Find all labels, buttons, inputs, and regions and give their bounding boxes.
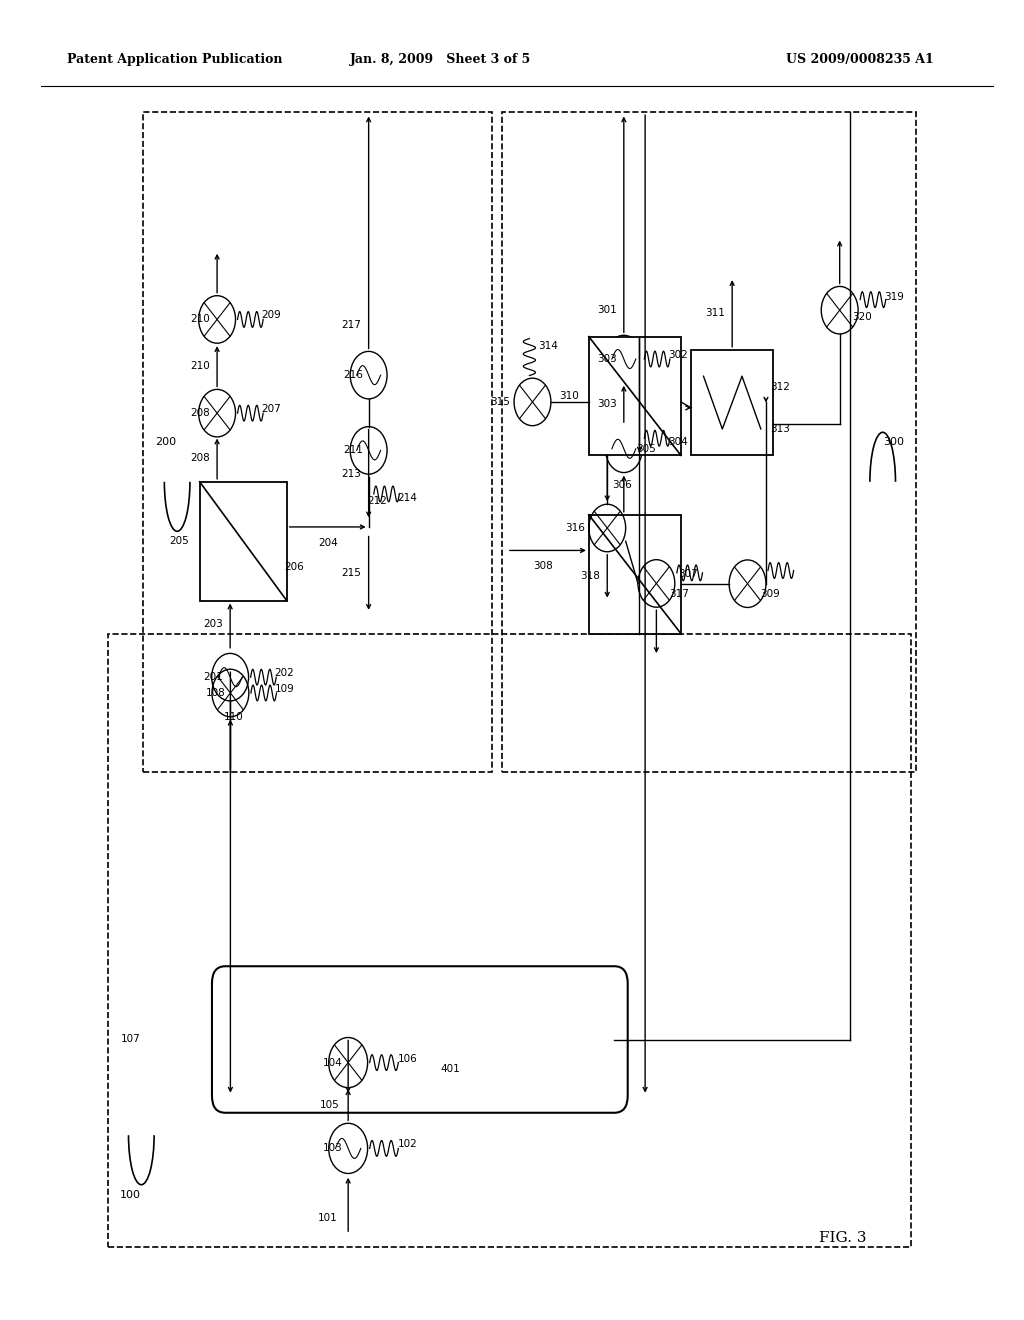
Text: 214: 214 — [397, 492, 418, 503]
Text: 203: 203 — [203, 619, 223, 630]
Text: Jan. 8, 2009   Sheet 3 of 5: Jan. 8, 2009 Sheet 3 of 5 — [349, 53, 531, 66]
Text: 212: 212 — [367, 495, 387, 506]
Text: 308: 308 — [532, 561, 553, 572]
Text: 201: 201 — [203, 672, 223, 682]
Text: 217: 217 — [342, 319, 361, 330]
Text: 107: 107 — [121, 1035, 141, 1044]
Text: 317: 317 — [669, 589, 689, 599]
Text: 213: 213 — [342, 469, 361, 479]
Bar — [108, 634, 911, 1247]
Text: 103: 103 — [324, 1143, 343, 1154]
Text: 310: 310 — [559, 391, 579, 401]
Text: 200: 200 — [156, 437, 176, 447]
Text: 305: 305 — [637, 444, 656, 454]
Text: 309: 309 — [760, 589, 780, 599]
Text: 210: 210 — [190, 314, 210, 325]
Text: 205: 205 — [170, 536, 189, 546]
Text: 303: 303 — [597, 399, 616, 409]
Text: 108: 108 — [206, 688, 225, 698]
Bar — [589, 337, 681, 455]
Text: 312: 312 — [770, 381, 791, 392]
Text: 105: 105 — [321, 1100, 340, 1110]
Bar — [691, 350, 773, 455]
Text: 202: 202 — [274, 668, 294, 678]
Text: 313: 313 — [770, 424, 791, 434]
Text: 206: 206 — [284, 562, 304, 573]
Text: 215: 215 — [342, 568, 361, 578]
Text: US 2009/0008235 A1: US 2009/0008235 A1 — [786, 53, 934, 66]
Text: 307: 307 — [678, 569, 698, 579]
Bar — [589, 515, 681, 634]
Text: 208: 208 — [190, 453, 210, 463]
Text: 401: 401 — [440, 1064, 461, 1074]
Text: 208: 208 — [190, 408, 210, 418]
Bar — [143, 112, 492, 772]
Bar — [502, 112, 916, 772]
Text: 318: 318 — [581, 570, 600, 581]
Text: 302: 302 — [669, 350, 688, 360]
Text: 319: 319 — [884, 292, 904, 302]
Text: 300: 300 — [884, 437, 904, 447]
Text: 100: 100 — [120, 1189, 140, 1200]
Text: 315: 315 — [490, 397, 510, 407]
Text: Patent Application Publication: Patent Application Publication — [67, 53, 282, 66]
Text: 110: 110 — [223, 711, 244, 722]
Text: 207: 207 — [261, 404, 282, 414]
Text: 106: 106 — [397, 1053, 418, 1064]
Text: 311: 311 — [706, 308, 725, 318]
Bar — [200, 482, 287, 601]
FancyBboxPatch shape — [212, 966, 628, 1113]
Text: 211: 211 — [344, 445, 364, 455]
Text: 301: 301 — [597, 305, 616, 315]
Text: 306: 306 — [612, 480, 632, 490]
Text: 210: 210 — [190, 360, 210, 371]
Text: 209: 209 — [261, 310, 282, 321]
Text: 303: 303 — [597, 354, 616, 364]
Text: 304: 304 — [669, 437, 688, 447]
Text: 109: 109 — [274, 684, 295, 694]
Text: 320: 320 — [852, 312, 872, 322]
Text: 104: 104 — [324, 1057, 343, 1068]
Text: 204: 204 — [317, 537, 338, 548]
Text: FIG. 3: FIG. 3 — [819, 1232, 866, 1245]
Text: 314: 314 — [538, 342, 558, 351]
Text: 102: 102 — [397, 1139, 418, 1150]
Text: 216: 216 — [344, 370, 364, 380]
Text: 316: 316 — [565, 523, 585, 533]
Text: 101: 101 — [318, 1213, 338, 1224]
